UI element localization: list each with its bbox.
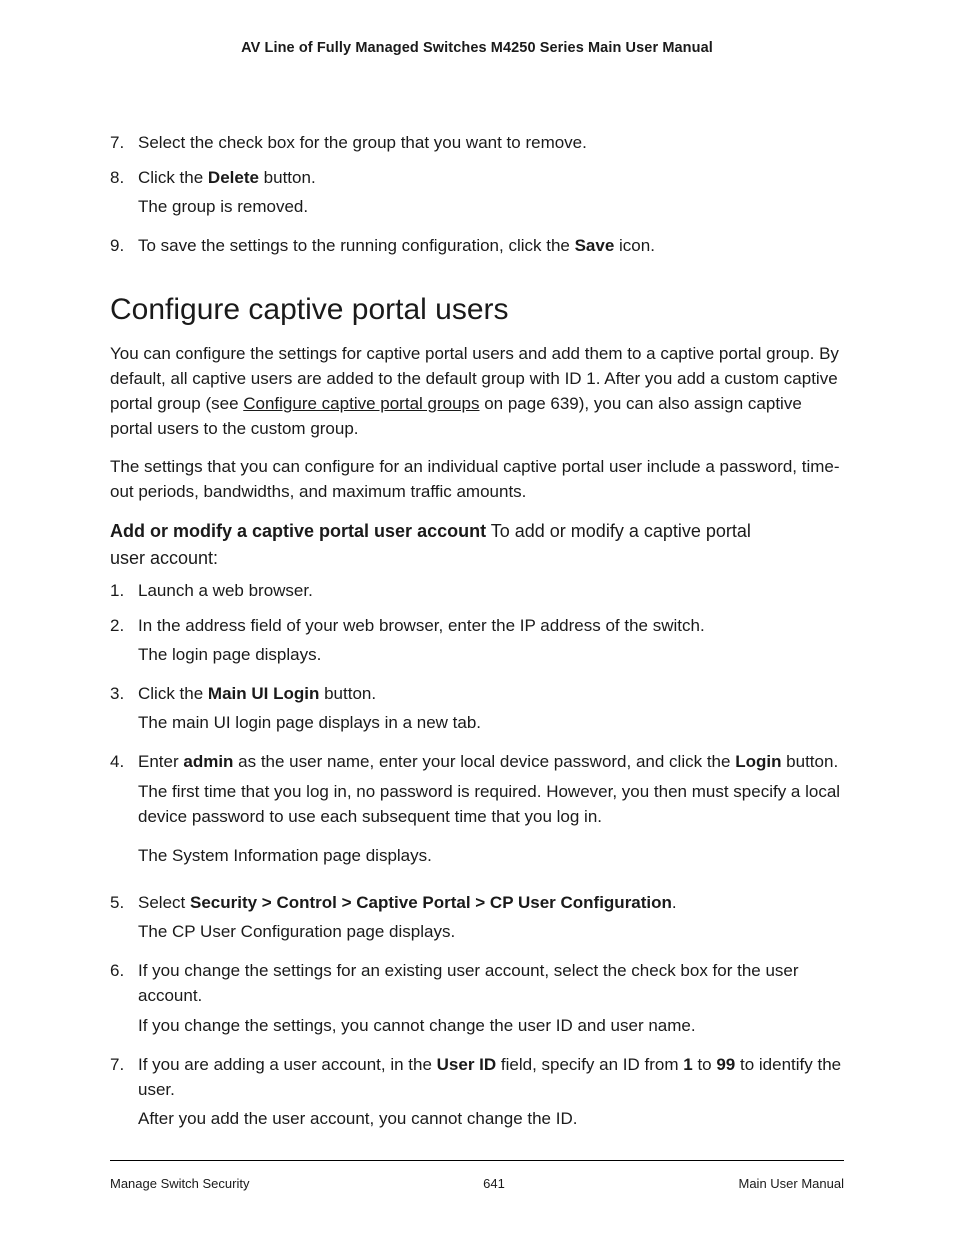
- step-text: In the address field of your web browser…: [138, 616, 705, 635]
- subsection-rest: user account:: [110, 548, 218, 568]
- step-body: Launch a web browser.: [138, 578, 844, 603]
- list-item: 5. Select Security > Control > Captive P…: [110, 890, 844, 944]
- page-header: AV Line of Fully Managed Switches M4250 …: [110, 40, 844, 56]
- crossref-link[interactable]: Configure captive portal groups: [243, 394, 479, 413]
- list-item: 1. Launch a web browser.: [110, 578, 844, 603]
- step-body: Select the check box for the group that …: [138, 130, 844, 155]
- step-text: Launch a web browser.: [138, 581, 313, 600]
- step-text: Click the Delete button.: [138, 168, 316, 187]
- section-heading: Configure captive portal users: [110, 293, 844, 327]
- step-subtext: If you change the settings, you cannot c…: [138, 1013, 844, 1038]
- footer-left: Manage Switch Security: [110, 1176, 249, 1191]
- step-number: 7.: [110, 130, 138, 155]
- list-item: 3. Click the Main UI Login button. The m…: [110, 681, 844, 735]
- step-subtext: The main UI login page displays in a new…: [138, 710, 844, 735]
- step-subtext: The System Information page displays.: [138, 843, 844, 868]
- step-text: Click the Main UI Login button.: [138, 684, 376, 703]
- step-subtext: After you add the user account, you cann…: [138, 1106, 844, 1131]
- step-body: If you change the settings for an existi…: [138, 958, 844, 1037]
- paragraph: You can configure the settings for capti…: [110, 341, 844, 442]
- list-item: 7. If you are adding a user account, in …: [110, 1052, 844, 1131]
- list-item: 7. Select the check box for the group th…: [110, 130, 844, 155]
- steps-top: 7. Select the check box for the group th…: [110, 130, 844, 259]
- step-number: 9.: [110, 233, 138, 258]
- list-item: 9. To save the settings to the running c…: [110, 233, 844, 258]
- step-subtext: The CP User Configuration page displays.: [138, 919, 844, 944]
- subsection-lead: Add or modify a captive portal user acco…: [110, 521, 486, 541]
- step-body: In the address field of your web browser…: [138, 613, 844, 667]
- step-body: If you are adding a user account, in the…: [138, 1052, 844, 1131]
- list-item: 4. Enter admin as the user name, enter y…: [110, 749, 844, 868]
- step-number: 5.: [110, 890, 138, 944]
- step-text: If you change the settings for an existi…: [138, 961, 799, 1005]
- step-number: 1.: [110, 578, 138, 603]
- footer-right: Main User Manual: [739, 1176, 845, 1191]
- step-text: Select Security > Control > Captive Port…: [138, 893, 677, 912]
- step-text: If you are adding a user account, in the…: [138, 1055, 841, 1099]
- list-item: 8. Click the Delete button. The group is…: [110, 165, 844, 219]
- step-number: 7.: [110, 1052, 138, 1131]
- step-body: Click the Main UI Login button. The main…: [138, 681, 844, 735]
- step-subtext: The first time that you log in, no passw…: [138, 779, 844, 829]
- step-number: 2.: [110, 613, 138, 667]
- step-body: Enter admin as the user name, enter your…: [138, 749, 844, 868]
- step-body: To save the settings to the running conf…: [138, 233, 844, 258]
- step-number: 4.: [110, 749, 138, 868]
- step-number: 3.: [110, 681, 138, 735]
- step-text: To save the settings to the running conf…: [138, 236, 655, 255]
- step-text: Enter admin as the user name, enter your…: [138, 752, 838, 771]
- step-number: 6.: [110, 958, 138, 1037]
- step-body: Click the Delete button. The group is re…: [138, 165, 844, 219]
- footer-rule: [110, 1160, 844, 1161]
- list-item: 6. If you change the settings for an exi…: [110, 958, 844, 1037]
- page-footer: Manage Switch Security 641 Main User Man…: [110, 1176, 844, 1191]
- step-body: Select Security > Control > Captive Port…: [138, 890, 844, 944]
- list-item: 2. In the address field of your web brow…: [110, 613, 844, 667]
- step-subtext: The login page displays.: [138, 642, 844, 667]
- paragraph: The settings that you can configure for …: [110, 454, 844, 504]
- page: AV Line of Fully Managed Switches M4250 …: [0, 0, 954, 1235]
- footer-page-number: 641: [483, 1176, 505, 1191]
- steps-main: 1. Launch a web browser. 2. In the addre…: [110, 578, 844, 1132]
- step-text: Select the check box for the group that …: [138, 133, 587, 152]
- subsection-heading: Add or modify a captive portal user acco…: [110, 518, 844, 572]
- subsection-rest: To add or modify a captive portal: [486, 521, 751, 541]
- step-number: 8.: [110, 165, 138, 219]
- step-subtext: The group is removed.: [138, 194, 844, 219]
